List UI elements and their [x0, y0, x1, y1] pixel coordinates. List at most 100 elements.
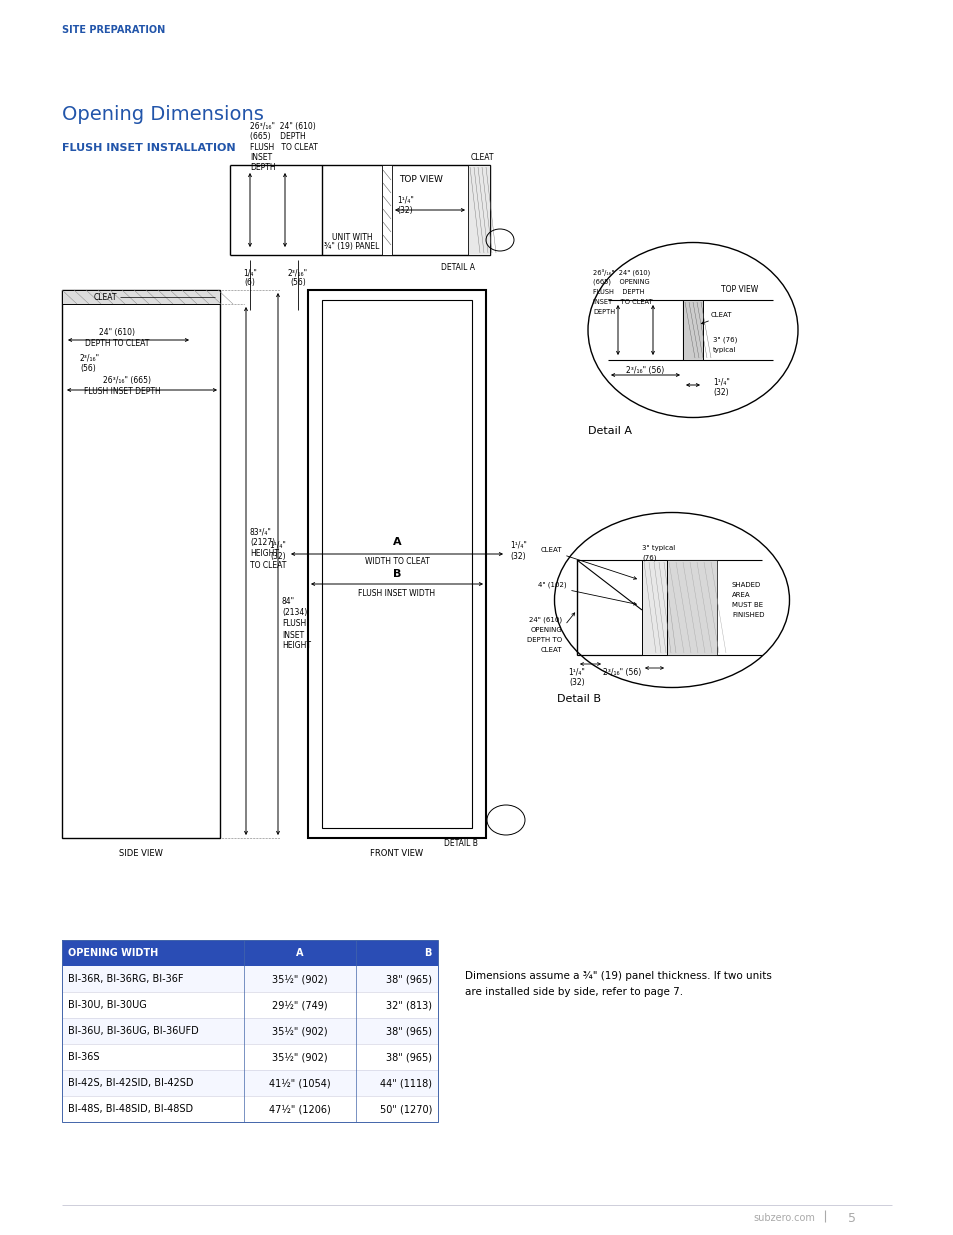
Text: (32): (32) — [712, 389, 728, 398]
Text: 26³/₁₆"  24" (610): 26³/₁₆" 24" (610) — [593, 268, 650, 275]
Text: BI-48S, BI-48SID, BI-48SD: BI-48S, BI-48SID, BI-48SD — [68, 1104, 193, 1114]
Text: B: B — [424, 948, 432, 958]
Bar — [62, 1095, 437, 1123]
Text: 84": 84" — [282, 598, 294, 606]
Text: (665)    OPENING: (665) OPENING — [593, 279, 649, 285]
Text: 1/₄": 1/₄" — [243, 268, 256, 278]
Bar — [62, 1018, 437, 1044]
Text: BI-36U, BI-36UG, BI-36UFD: BI-36U, BI-36UG, BI-36UFD — [68, 1026, 198, 1036]
Text: Opening Dimensions: Opening Dimensions — [62, 105, 264, 125]
Text: A: A — [296, 948, 303, 958]
Bar — [308, 290, 485, 839]
Text: (32): (32) — [510, 552, 525, 561]
Text: subzero.com: subzero.com — [752, 1213, 814, 1223]
Text: FRONT VIEW: FRONT VIEW — [370, 848, 423, 857]
Bar — [62, 940, 437, 1123]
Text: CLEAT: CLEAT — [93, 293, 117, 301]
Text: 29½" (749): 29½" (749) — [272, 1000, 328, 1010]
Text: FLUSH    DEPTH: FLUSH DEPTH — [593, 289, 644, 295]
Text: BI-42S, BI-42SID, BI-42SD: BI-42S, BI-42SID, BI-42SD — [68, 1078, 193, 1088]
Text: 1¹/₄": 1¹/₄" — [396, 195, 414, 205]
Text: 44" (1118): 44" (1118) — [379, 1078, 432, 1088]
Text: 2³/₁₆" (56): 2³/₁₆" (56) — [602, 667, 640, 677]
Text: typical: typical — [712, 347, 736, 353]
Text: Dimensions assume a ¾" (19) panel thickness. If two units: Dimensions assume a ¾" (19) panel thickn… — [464, 971, 771, 981]
Text: 24" (610): 24" (610) — [528, 616, 561, 624]
Text: 3" typical: 3" typical — [641, 545, 675, 551]
Text: DETAIL B: DETAIL B — [444, 839, 477, 847]
Text: (6): (6) — [244, 279, 255, 288]
Text: HEIGHT: HEIGHT — [282, 641, 311, 651]
Text: INSET    TO CLEAT: INSET TO CLEAT — [593, 299, 652, 305]
Bar — [682, 300, 702, 359]
Text: (2127): (2127) — [250, 538, 274, 547]
Text: CLEAT: CLEAT — [470, 152, 494, 162]
Text: FLUSH INSET DEPTH: FLUSH INSET DEPTH — [84, 388, 160, 396]
Text: WIDTH TO CLEAT: WIDTH TO CLEAT — [364, 557, 429, 567]
Text: HEIGHT: HEIGHT — [250, 550, 278, 558]
Text: 1¹/₄": 1¹/₄" — [568, 667, 585, 677]
Text: 1¹/₄": 1¹/₄" — [269, 541, 286, 550]
Text: BI-30U, BI-30UG: BI-30U, BI-30UG — [68, 1000, 147, 1010]
Ellipse shape — [587, 242, 797, 417]
Text: (2134): (2134) — [282, 609, 307, 618]
Text: FLUSH INSET INSTALLATION: FLUSH INSET INSTALLATION — [62, 143, 235, 153]
Text: 35½" (902): 35½" (902) — [272, 1026, 328, 1036]
Text: 38" (965): 38" (965) — [386, 1052, 432, 1062]
Text: are installed side by side, refer to page 7.: are installed side by side, refer to pag… — [464, 987, 682, 997]
Text: 4" (102): 4" (102) — [537, 582, 566, 588]
Bar — [641, 559, 666, 655]
Text: BI-36R, BI-36RG, BI-36F: BI-36R, BI-36RG, BI-36F — [68, 974, 183, 984]
Text: BI-36S: BI-36S — [68, 1052, 99, 1062]
Bar — [666, 559, 717, 655]
Text: 38" (965): 38" (965) — [386, 1026, 432, 1036]
Text: 2³/₁₆": 2³/₁₆" — [80, 353, 100, 363]
Text: AREA: AREA — [731, 592, 750, 598]
Text: SITE PREPARATION: SITE PREPARATION — [62, 25, 165, 35]
Text: TOP VIEW: TOP VIEW — [398, 174, 442, 184]
Bar — [62, 290, 220, 839]
Text: CLEAT: CLEAT — [710, 312, 732, 317]
Text: 32" (813): 32" (813) — [386, 1000, 432, 1010]
Text: (665)    DEPTH: (665) DEPTH — [250, 132, 305, 142]
Text: B: B — [393, 569, 401, 579]
Bar — [62, 290, 220, 304]
Text: OPENING: OPENING — [530, 627, 561, 634]
Text: INSET: INSET — [282, 631, 304, 640]
Text: (56): (56) — [80, 364, 95, 373]
Ellipse shape — [554, 513, 789, 688]
Text: Detail A: Detail A — [587, 426, 631, 436]
Text: DEPTH: DEPTH — [250, 163, 275, 172]
Bar — [62, 1044, 437, 1070]
Text: (32): (32) — [569, 678, 584, 687]
Text: 41½" (1054): 41½" (1054) — [269, 1078, 331, 1088]
Text: 1¹/₄": 1¹/₄" — [510, 541, 526, 550]
Text: FLUSH: FLUSH — [282, 620, 306, 629]
Bar — [468, 165, 490, 254]
Text: UNIT WITH: UNIT WITH — [332, 232, 372, 242]
Text: FINISHED: FINISHED — [731, 613, 763, 618]
Text: 3" (76): 3" (76) — [712, 337, 737, 343]
Text: DETAIL A: DETAIL A — [440, 263, 475, 272]
Text: DEPTH TO: DEPTH TO — [526, 637, 561, 643]
Text: TOP VIEW: TOP VIEW — [720, 285, 758, 294]
Text: 38" (965): 38" (965) — [386, 974, 432, 984]
Text: CLEAT: CLEAT — [540, 547, 561, 553]
Text: (32): (32) — [270, 552, 286, 561]
Text: DEPTH: DEPTH — [593, 309, 615, 315]
Text: OPENING WIDTH: OPENING WIDTH — [68, 948, 158, 958]
Text: INSET: INSET — [250, 152, 272, 162]
Text: (76): (76) — [641, 555, 656, 561]
Text: Detail B: Detail B — [557, 694, 600, 704]
Text: ¾" (19) PANEL: ¾" (19) PANEL — [324, 242, 379, 252]
Text: CLEAT: CLEAT — [540, 647, 561, 653]
Text: 1¹/₄": 1¹/₄" — [712, 378, 729, 387]
Text: SHADED: SHADED — [731, 582, 760, 588]
Text: DEPTH TO CLEAT: DEPTH TO CLEAT — [85, 338, 149, 347]
Text: SIDE VIEW: SIDE VIEW — [119, 848, 163, 857]
Text: 2³/₁₆": 2³/₁₆" — [288, 268, 308, 278]
Bar — [322, 300, 472, 827]
Text: MUST BE: MUST BE — [731, 601, 762, 608]
Text: FLUSH   TO CLEAT: FLUSH TO CLEAT — [250, 142, 317, 152]
Bar — [62, 966, 437, 992]
